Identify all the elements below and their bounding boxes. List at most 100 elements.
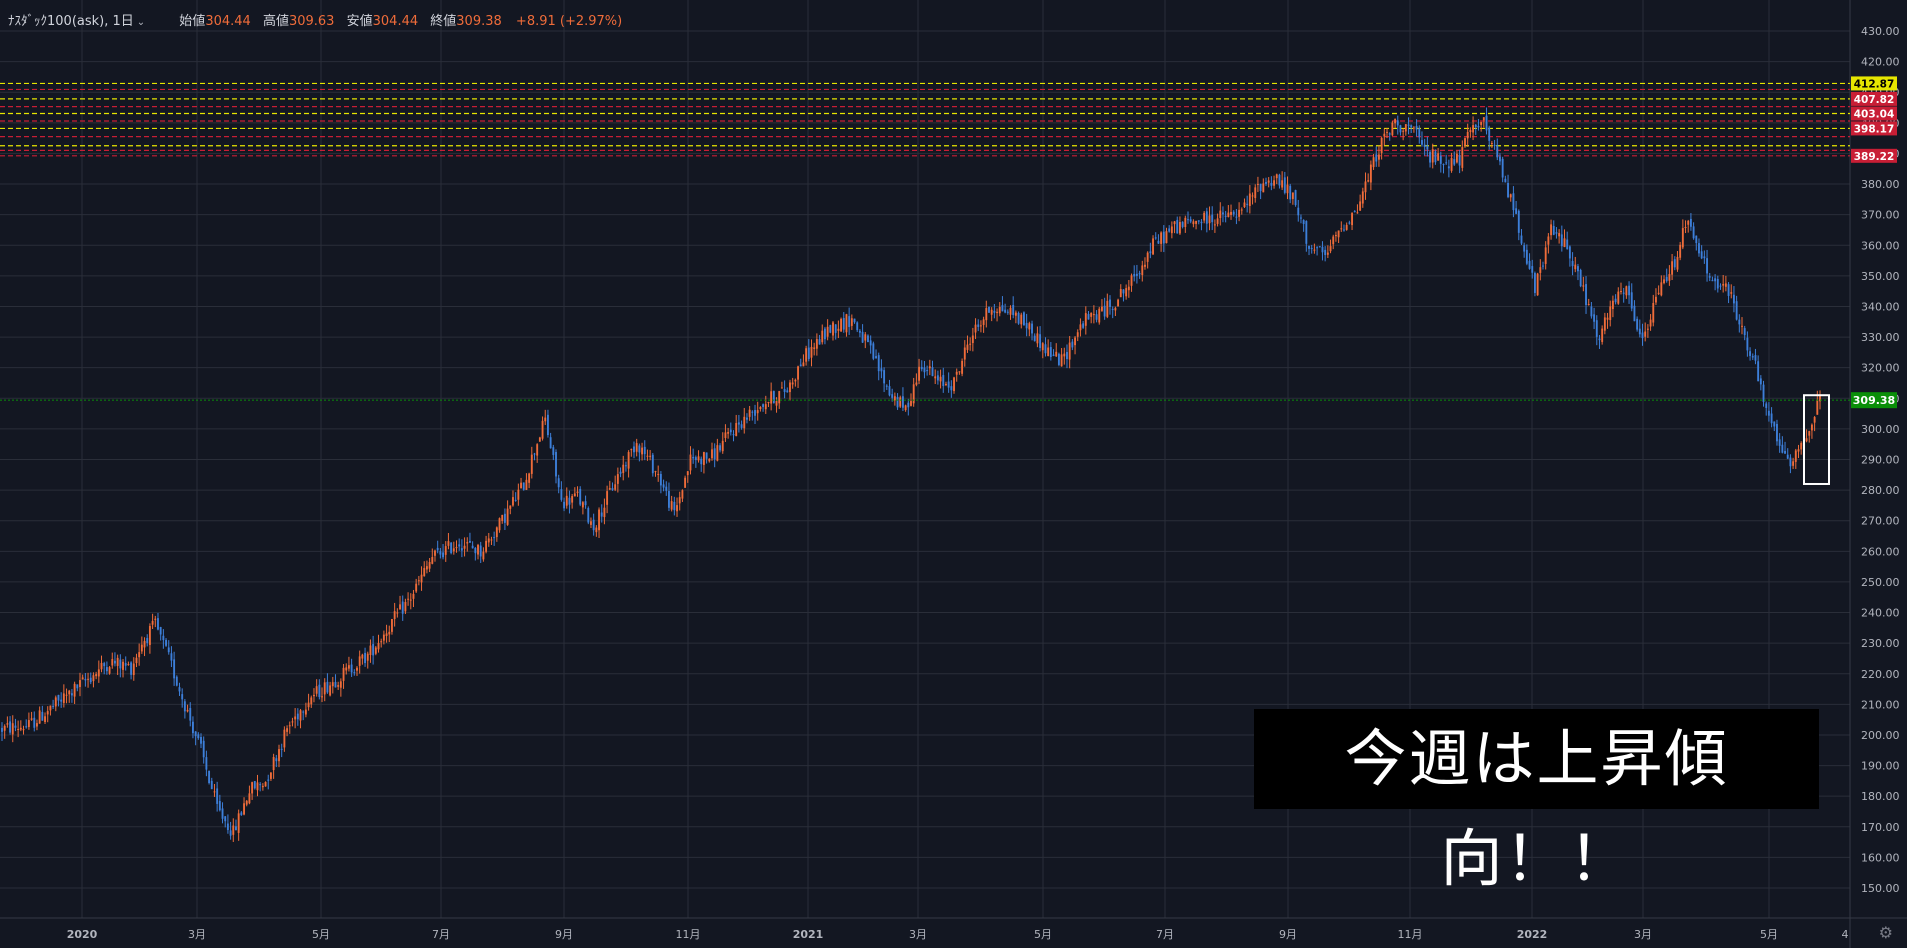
candle-body bbox=[1138, 273, 1141, 275]
candle-body bbox=[493, 537, 496, 539]
candle-body bbox=[619, 471, 622, 474]
candle-body bbox=[1082, 323, 1085, 328]
candle-body bbox=[116, 657, 119, 666]
candle-body bbox=[1776, 423, 1778, 442]
candle-body bbox=[595, 527, 598, 533]
time-axis[interactable]: 2020 3月 5月 7月 9月 11月 2021 3月 5月 7月 9月 11月 2022 3月 5月 4 bbox=[67, 928, 1849, 941]
candle-body bbox=[299, 710, 302, 721]
candle-body bbox=[232, 825, 235, 835]
candle-body bbox=[417, 580, 420, 582]
candle-body bbox=[1203, 212, 1206, 221]
candle-body bbox=[1786, 454, 1789, 459]
candle-body bbox=[635, 443, 638, 452]
candle-body bbox=[805, 348, 808, 362]
candle-body bbox=[1490, 142, 1493, 144]
candle-body bbox=[1200, 221, 1203, 224]
candle-body bbox=[1784, 450, 1786, 454]
candle-body bbox=[264, 781, 267, 787]
candle-body bbox=[391, 619, 393, 632]
candle-body bbox=[770, 391, 773, 404]
candle-body bbox=[818, 339, 821, 345]
candle-body bbox=[477, 544, 479, 555]
candle-body bbox=[415, 583, 418, 592]
candle-body bbox=[1340, 228, 1343, 230]
candle-body bbox=[1004, 309, 1007, 313]
candle-body bbox=[1423, 144, 1426, 147]
candle-body bbox=[1797, 449, 1800, 452]
candle-body bbox=[235, 826, 237, 831]
candle-body bbox=[692, 456, 695, 459]
gear-icon[interactable]: ⚙ bbox=[1878, 923, 1893, 942]
candle-body bbox=[1684, 226, 1687, 228]
candle-body bbox=[740, 424, 743, 428]
candle-body bbox=[213, 791, 216, 793]
candle-body bbox=[114, 660, 116, 664]
candle-body bbox=[1318, 246, 1321, 248]
candle-body bbox=[1539, 267, 1542, 273]
candle-body bbox=[81, 677, 84, 680]
candle-body bbox=[38, 710, 41, 724]
candle-body bbox=[226, 823, 229, 831]
candle-body bbox=[1055, 351, 1058, 357]
candle-body bbox=[1727, 284, 1730, 296]
candle-body bbox=[194, 731, 197, 737]
candle-body bbox=[124, 663, 127, 666]
candle-body bbox=[1286, 184, 1289, 194]
candle-body bbox=[1633, 305, 1636, 322]
candle-body bbox=[1794, 450, 1797, 462]
candle-body bbox=[181, 694, 184, 700]
candle-body bbox=[428, 562, 431, 569]
candle-body bbox=[6, 723, 9, 725]
candle-body bbox=[1657, 292, 1660, 294]
candle-body bbox=[1388, 133, 1391, 135]
candle-body bbox=[665, 486, 668, 491]
candle-body bbox=[1230, 211, 1232, 215]
candle-body bbox=[1547, 236, 1550, 245]
candle-body bbox=[1289, 185, 1292, 200]
candle-body bbox=[1297, 207, 1300, 216]
symbol-selector[interactable]: ﾅｽﾀﾞｯｸ100(ask), 1日 ⌄ bbox=[8, 14, 145, 29]
candle-body bbox=[950, 386, 953, 391]
candle-body bbox=[52, 705, 55, 707]
candle-body bbox=[1316, 247, 1319, 249]
candle-body bbox=[705, 452, 708, 459]
candle-body bbox=[420, 574, 423, 583]
price-tick-label: 340.00 bbox=[1861, 300, 1900, 313]
candle-body bbox=[1466, 132, 1469, 139]
candle-body bbox=[1773, 421, 1776, 427]
candle-body bbox=[251, 782, 254, 794]
price-tick-label: 150.00 bbox=[1861, 882, 1900, 895]
candle-body bbox=[1109, 299, 1111, 308]
candle-body bbox=[218, 800, 221, 811]
candle-body bbox=[25, 726, 28, 728]
candle-body bbox=[385, 633, 388, 637]
candle-body bbox=[1692, 226, 1695, 239]
candle-body bbox=[993, 310, 996, 313]
candle-body bbox=[923, 367, 926, 373]
annotation-text: 今週は上昇傾向！！ bbox=[1254, 709, 1819, 895]
candle-body bbox=[1235, 216, 1238, 218]
candle-body bbox=[44, 716, 46, 722]
candle-body bbox=[1135, 273, 1138, 276]
candle-body bbox=[1283, 177, 1286, 193]
candle-body bbox=[530, 454, 533, 474]
candle-body bbox=[1706, 258, 1708, 274]
candle-body bbox=[748, 409, 751, 417]
candle-body bbox=[463, 545, 466, 549]
candle-body bbox=[633, 446, 635, 453]
candle-body bbox=[848, 316, 851, 328]
candle-body bbox=[630, 449, 633, 451]
time-tick-label: 7月 bbox=[432, 928, 450, 941]
candle-body bbox=[148, 626, 151, 645]
price-axis[interactable]: 150.00 160.00 170.00 180.00 190.00 200.00 210.… bbox=[1861, 25, 1900, 895]
candle-body bbox=[27, 720, 30, 727]
candle-body bbox=[754, 410, 756, 416]
candle-body bbox=[350, 664, 353, 673]
candle-body bbox=[175, 676, 178, 686]
candle-body bbox=[79, 680, 81, 688]
candle-body bbox=[592, 519, 595, 531]
candle-body bbox=[936, 375, 939, 381]
price-tags: 412.87 407.82 403.04 398.17 389.22 309.38 bbox=[1851, 76, 1897, 409]
candle-body bbox=[1472, 125, 1475, 133]
